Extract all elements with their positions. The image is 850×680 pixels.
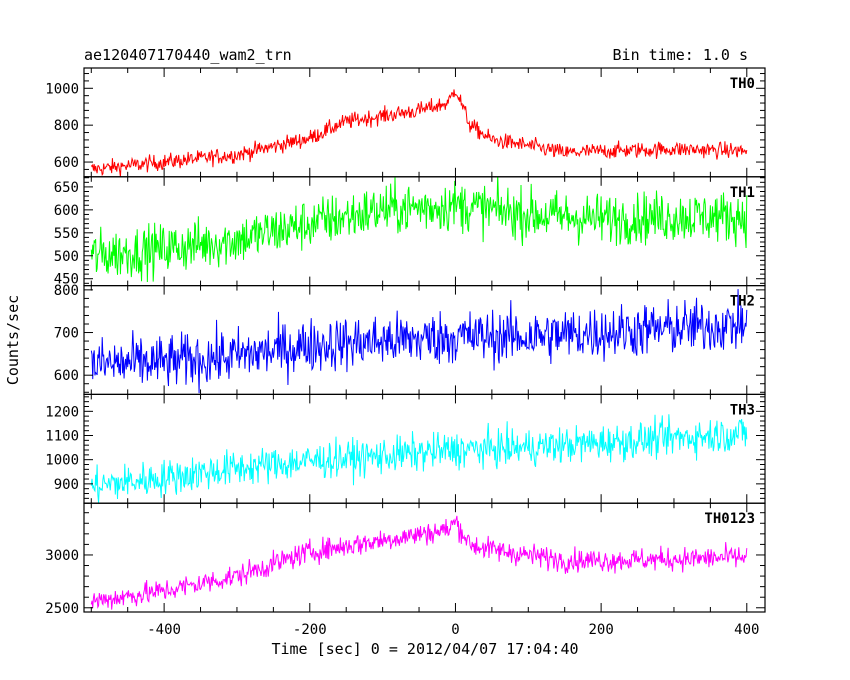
y-axis-label: Counts/sec bbox=[4, 295, 22, 385]
panels: 600 800 1000 TH0 450 500 550 600 650 TH1 600 700 800… bbox=[45, 67, 766, 638]
y-tick-label: 450 bbox=[54, 272, 79, 288]
panel-frame bbox=[83, 502, 766, 613]
y-tick-label: 650 bbox=[54, 180, 79, 196]
panel-name: TH1 bbox=[730, 185, 755, 201]
x-axis-label: Time [sec] 0 = 2012/04/07 17:04:40 bbox=[271, 640, 578, 658]
y-tick-label: 800 bbox=[54, 283, 79, 299]
panel-th1: 450 500 550 600 650 TH1 bbox=[54, 176, 766, 288]
x-tick-label: 0 bbox=[451, 622, 459, 638]
y-tick-label: 600 bbox=[54, 155, 79, 171]
series-th1 bbox=[90, 176, 748, 283]
y-tick-label: 600 bbox=[54, 203, 79, 219]
y-tick-label: 1000 bbox=[45, 81, 79, 97]
y-tick-label: 600 bbox=[54, 368, 79, 384]
bin-time-label: Bin time: 1.0 s bbox=[613, 46, 748, 64]
series-th0123 bbox=[90, 515, 748, 610]
x-tick-label: 200 bbox=[588, 622, 613, 638]
y-tick-label: 2500 bbox=[45, 601, 79, 617]
series-th0 bbox=[90, 89, 748, 177]
x-tick-label: -400 bbox=[147, 622, 181, 638]
panel-name: TH0123 bbox=[704, 511, 755, 527]
chart-title: ae120407170440_wam2_trn bbox=[84, 46, 292, 64]
y-tick-label: 800 bbox=[54, 118, 79, 134]
y-tick-label: 1200 bbox=[45, 404, 79, 420]
y-tick-label: 1000 bbox=[45, 453, 79, 469]
panel-name: TH2 bbox=[730, 294, 755, 310]
y-tick-label: 700 bbox=[54, 326, 79, 342]
panel-th3: 900 1000 1100 1200 TH3 bbox=[45, 393, 766, 504]
x-tick-label: -200 bbox=[293, 622, 327, 638]
series-th3 bbox=[90, 414, 748, 503]
panel-frame bbox=[83, 393, 766, 504]
y-tick-label: 500 bbox=[54, 249, 79, 265]
series-th2 bbox=[90, 289, 748, 394]
panel-name: TH0 bbox=[730, 76, 755, 92]
y-tick-label: 900 bbox=[54, 477, 79, 493]
y-tick-label: 1100 bbox=[45, 429, 79, 445]
panel-name: TH3 bbox=[730, 402, 755, 418]
panel-th2: 600 700 800 TH2 bbox=[54, 283, 766, 396]
y-tick-label: 3000 bbox=[45, 548, 79, 564]
panel-th0: 600 800 1000 TH0 bbox=[45, 67, 766, 178]
panel-th0123: 2500 3000 TH0123 bbox=[45, 502, 766, 617]
y-tick-label: 550 bbox=[54, 226, 79, 242]
x-tick-label: 400 bbox=[734, 622, 759, 638]
